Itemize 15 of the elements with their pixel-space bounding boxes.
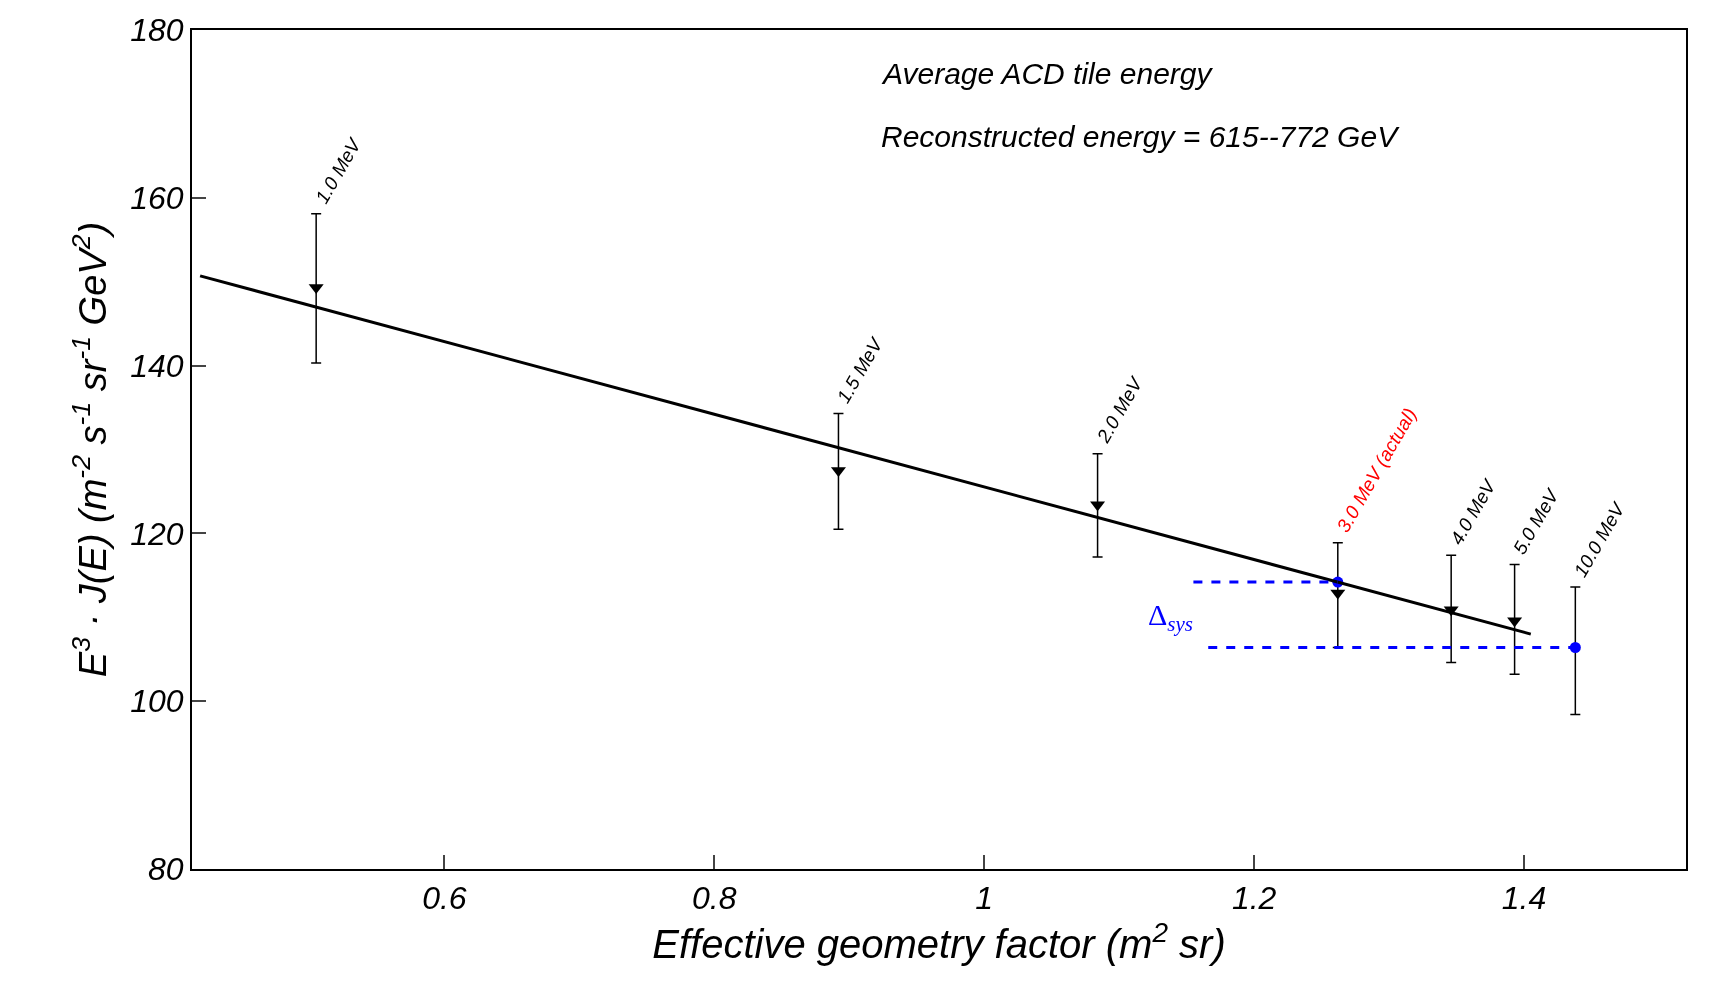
y-tick-label: 140	[130, 347, 184, 384]
x-axis-title: Effective geometry factor (m$^{2}$ sr)	[652, 916, 1226, 967]
y-tick-label: 120	[130, 515, 184, 552]
y-tick-label: 80	[148, 851, 184, 888]
annotation: Reconstructed energy = 615--772 GeV	[881, 120, 1401, 153]
y-tick-label: 180	[130, 12, 184, 49]
x-tick-label: 1	[975, 880, 994, 917]
x-tick-label: 0.8	[692, 880, 737, 917]
x-tick-label: 1.2	[1231, 880, 1277, 917]
y-tick-label: 160	[130, 180, 184, 216]
annotation: Δ$_{sys}$	[1148, 598, 1193, 637]
x-tick-label: 0.6	[422, 880, 467, 917]
x-tick-label: 1.4	[1501, 880, 1547, 917]
y-tick-label: 100	[130, 683, 184, 720]
annotation: Average ACD tile energy	[881, 57, 1214, 90]
